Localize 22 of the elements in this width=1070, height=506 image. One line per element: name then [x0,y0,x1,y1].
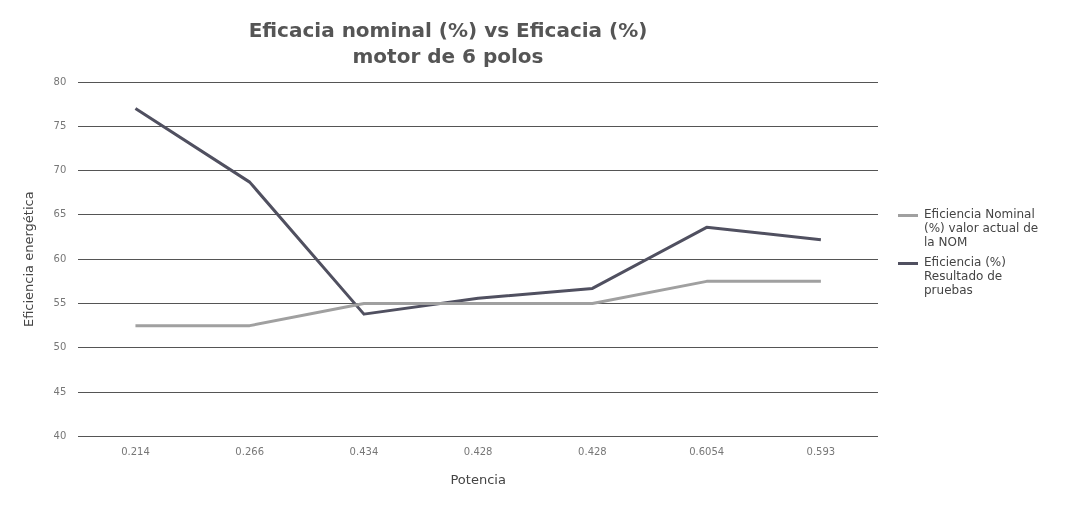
y-tick-label: 80 [53,75,67,87]
legend-label: Eficiencia (%) Resultado de pruebas [924,255,1007,297]
legend-label: Eficiencia Nominal (%) valor actual de la NOM [924,207,1040,249]
chart-subtitle: motor de 6 polos [352,44,544,69]
x-axis-title: Potencia [450,471,506,487]
x-tick-label: 0.266 [235,445,264,457]
x-tick-label: 0.428 [463,445,493,457]
y-tick-label: 65 [53,208,67,220]
x-tick-label: 0.6054 [689,445,725,457]
x-tick-label: 0.214 [121,445,150,457]
x-tick-label: 0.593 [806,445,836,457]
x-tick-label: 0.434 [349,445,379,457]
y-tick-label: 45 [53,385,67,397]
y-tick-label: 70 [53,164,67,176]
y-tick-label: 40 [53,429,67,441]
y-tick-label: 60 [53,252,67,264]
y-tick-label: 50 [53,341,67,353]
x-tick-label: 0.428 [578,445,607,457]
y-tick-label: 75 [53,119,67,131]
chart-title: Eficacia nominal (%) vs Eficacia (%) [248,18,648,43]
y-axis-title: Eficiencia energética [21,191,37,328]
y-tick-label: 55 [53,297,67,309]
